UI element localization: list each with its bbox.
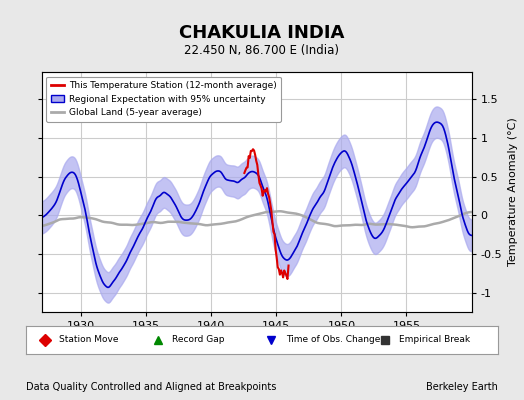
Text: Empirical Break: Empirical Break bbox=[399, 336, 470, 344]
Legend: This Temperature Station (12-month average), Regional Expectation with 95% uncer: This Temperature Station (12-month avera… bbox=[47, 76, 281, 122]
Text: Berkeley Earth: Berkeley Earth bbox=[426, 382, 498, 392]
Y-axis label: Temperature Anomaly (°C): Temperature Anomaly (°C) bbox=[508, 118, 518, 266]
Text: Station Move: Station Move bbox=[59, 336, 119, 344]
Text: Data Quality Controlled and Aligned at Breakpoints: Data Quality Controlled and Aligned at B… bbox=[26, 382, 277, 392]
Text: CHAKULIA INDIA: CHAKULIA INDIA bbox=[179, 24, 345, 42]
Text: 22.450 N, 86.700 E (India): 22.450 N, 86.700 E (India) bbox=[184, 44, 340, 57]
Text: Time of Obs. Change: Time of Obs. Change bbox=[286, 336, 380, 344]
Text: Record Gap: Record Gap bbox=[172, 336, 225, 344]
